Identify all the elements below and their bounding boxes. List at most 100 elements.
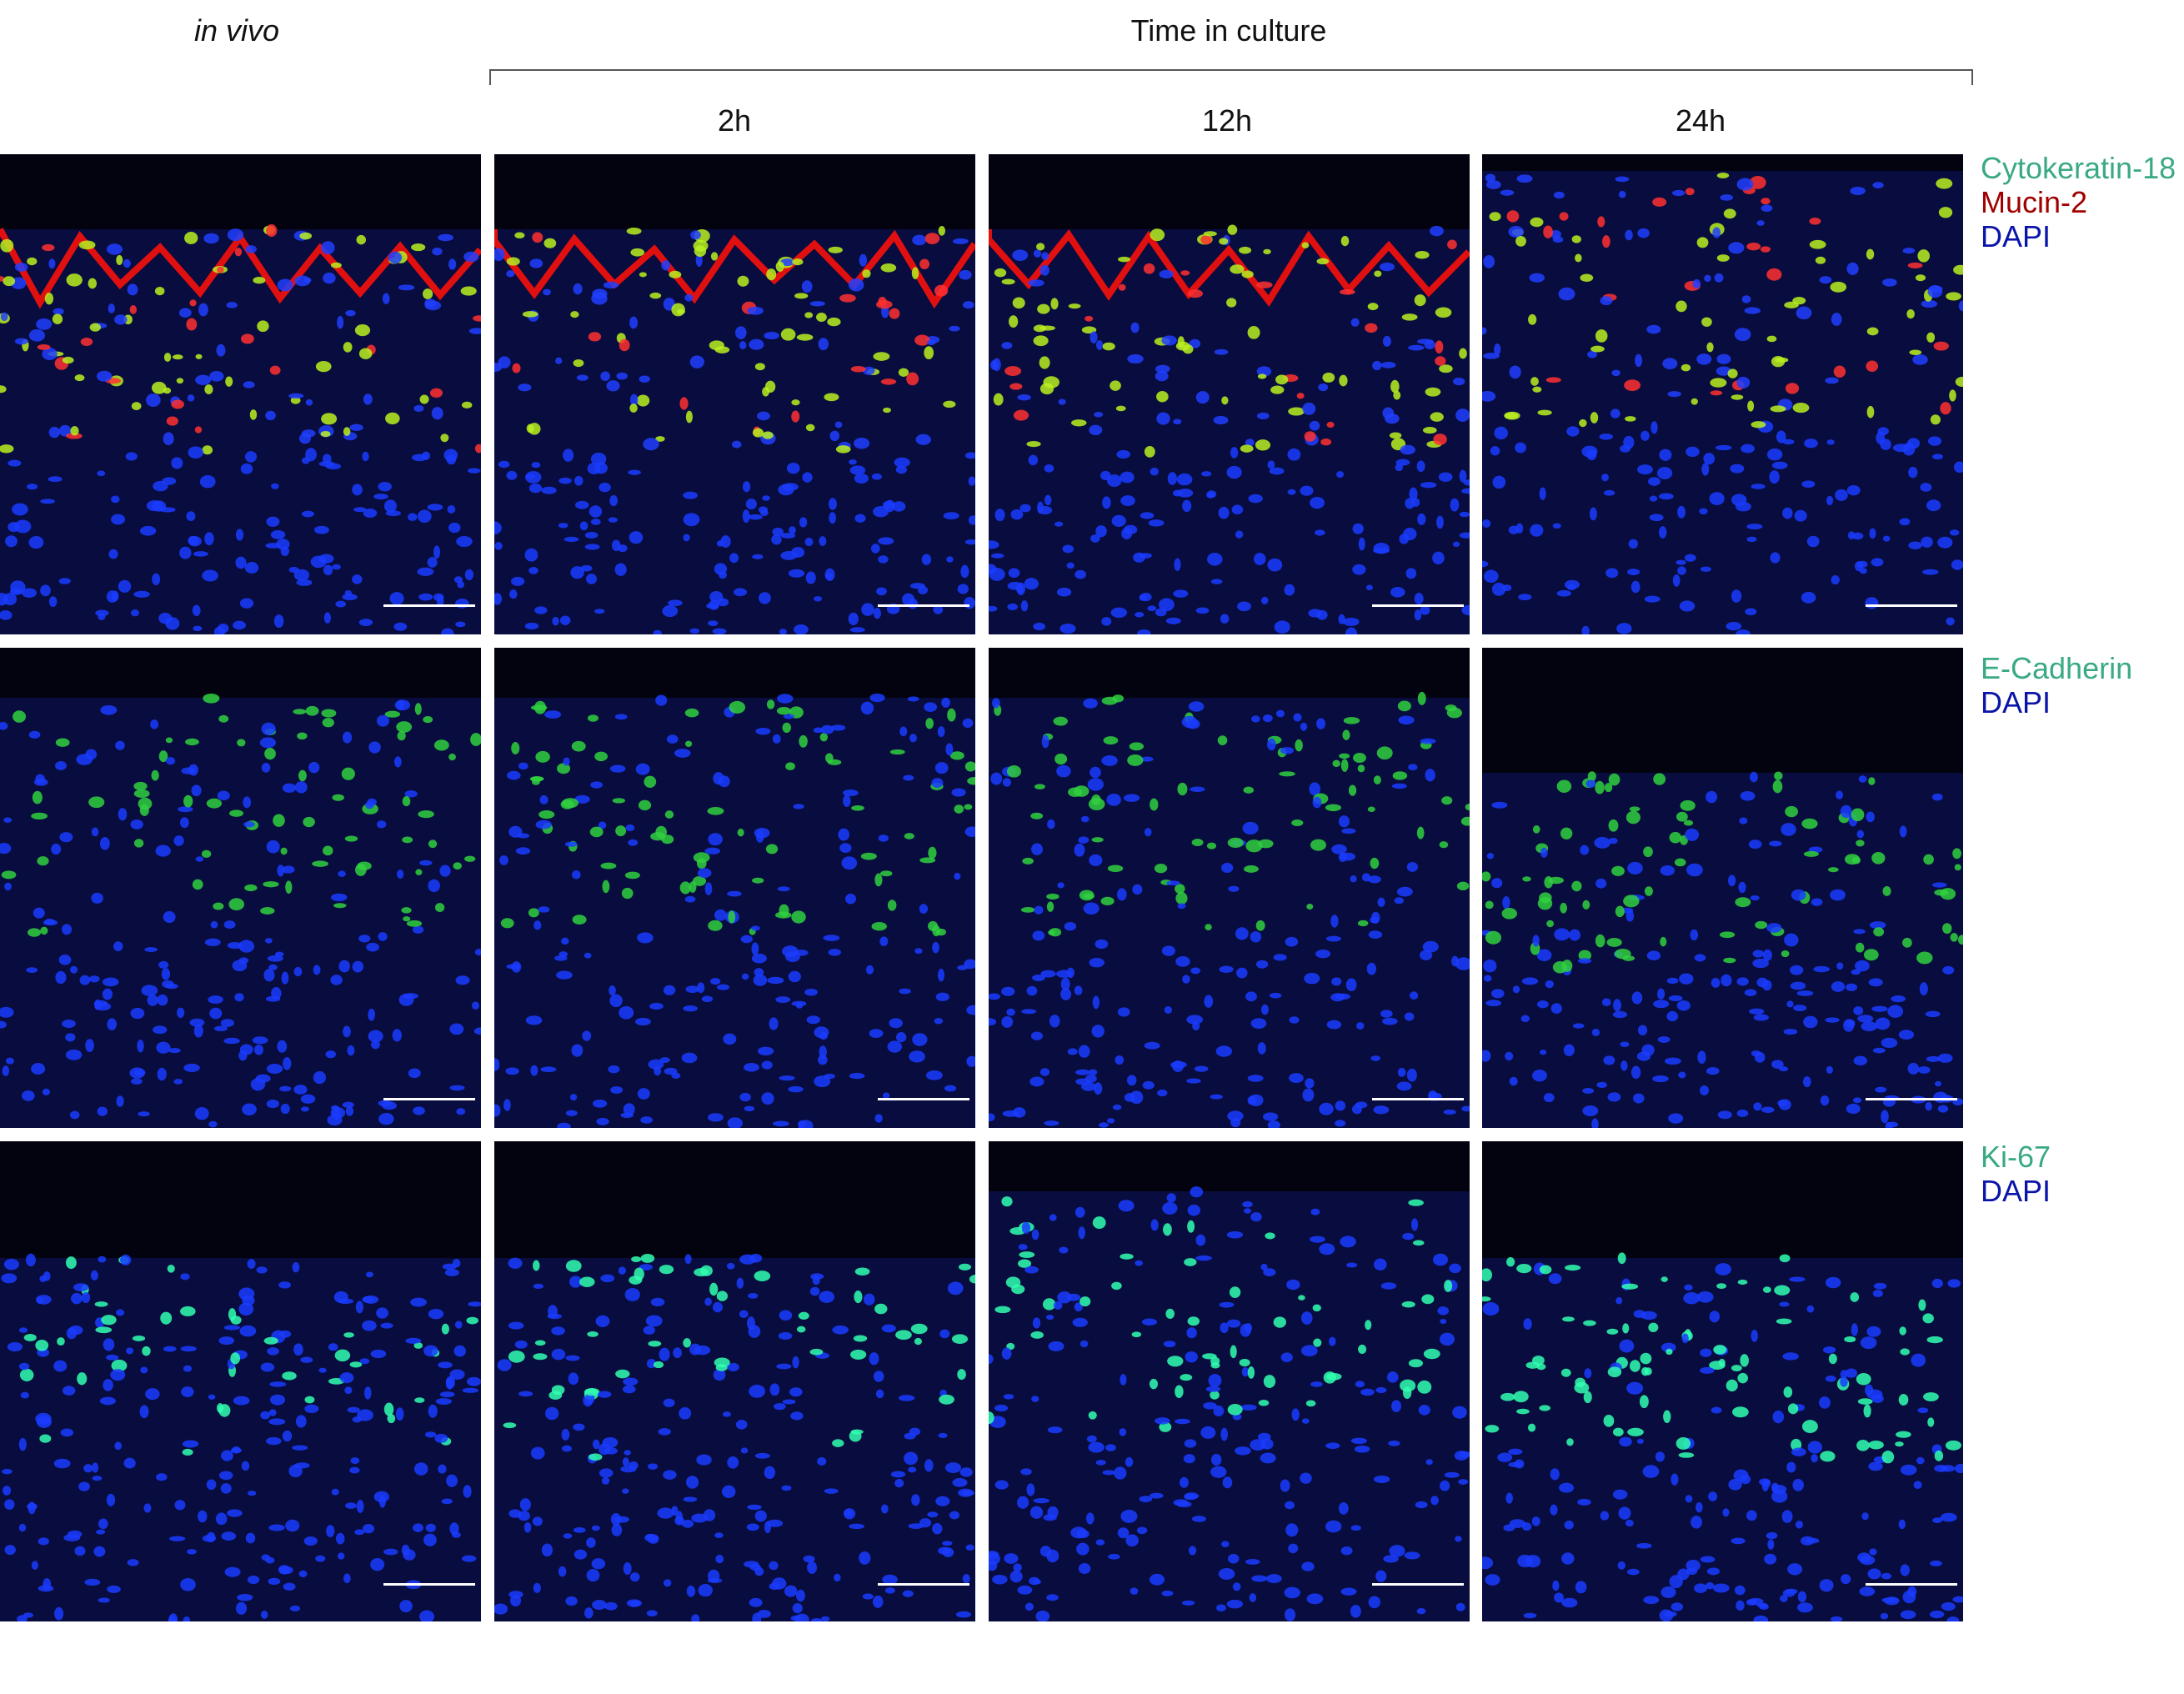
cell (801, 280, 813, 293)
cell (1190, 967, 1201, 975)
cell (1022, 857, 1034, 865)
cell (1482, 519, 1491, 529)
cell (1397, 700, 1411, 712)
cell (179, 817, 189, 829)
cell (1490, 989, 1505, 999)
cell (1156, 391, 1169, 403)
cell (989, 1113, 995, 1122)
cell (528, 567, 538, 574)
cell (1753, 1014, 1769, 1021)
cell (829, 430, 840, 442)
scale-bar (383, 604, 475, 607)
cell (158, 960, 169, 969)
cell (1, 870, 17, 880)
cell (1871, 1005, 1888, 1012)
cell (1388, 1440, 1400, 1446)
cell (990, 772, 1003, 785)
cell (332, 564, 341, 570)
cell (757, 1610, 772, 1618)
cell (67, 1530, 83, 1538)
cell (217, 790, 230, 801)
cell (1681, 1333, 1689, 1344)
cell (1660, 936, 1667, 947)
cell (751, 942, 759, 955)
cell (1881, 1037, 1898, 1049)
cell (1686, 863, 1703, 877)
cell (303, 816, 315, 828)
cell (1172, 1060, 1184, 1073)
cell (1736, 1109, 1749, 1117)
cell (1074, 785, 1089, 797)
cell (854, 473, 869, 484)
cell (1016, 582, 1026, 596)
cell (1136, 1526, 1148, 1535)
cell (277, 278, 293, 292)
cell (358, 348, 373, 360)
cell (18, 1523, 27, 1532)
cell (260, 1411, 271, 1420)
cell (0, 610, 13, 620)
cell (959, 1467, 973, 1477)
cell (1565, 1265, 1581, 1271)
cell (370, 1558, 385, 1571)
cell (223, 1037, 240, 1045)
cell (674, 1516, 684, 1526)
cell (413, 404, 424, 413)
cell (621, 1488, 629, 1494)
cell (880, 378, 897, 385)
cell (419, 394, 429, 404)
cell (681, 1519, 694, 1528)
cell (844, 893, 857, 905)
cell (1937, 1105, 1949, 1113)
cell (92, 1476, 103, 1481)
cell (1250, 1212, 1262, 1222)
cell (362, 1524, 375, 1534)
cell (1214, 348, 1229, 355)
cell (703, 1509, 716, 1521)
cell (1678, 1452, 1695, 1458)
cell (98, 1597, 110, 1603)
cell (1081, 1082, 1097, 1091)
cell (1615, 176, 1630, 183)
cell (1616, 623, 1632, 634)
cell (1769, 840, 1782, 847)
cell (1166, 880, 1180, 886)
cell (648, 1059, 664, 1070)
cell (1402, 1386, 1412, 1400)
cell (1315, 949, 1331, 959)
cell (1390, 379, 1400, 393)
cell (943, 400, 956, 408)
cell (945, 743, 954, 756)
cell (18, 1362, 30, 1371)
cell (1245, 991, 1257, 1002)
cell (1280, 747, 1295, 754)
cell (1086, 1435, 1097, 1443)
cell (1655, 1451, 1666, 1462)
cell (883, 407, 891, 413)
cell (1240, 444, 1254, 453)
cell (1641, 430, 1650, 441)
time-bracket (489, 69, 1973, 85)
cell (531, 778, 540, 785)
cell (1589, 507, 1597, 521)
cell (1546, 920, 1554, 928)
cell (1328, 1336, 1336, 1346)
cell (1154, 863, 1168, 874)
cell (1784, 933, 1799, 947)
cell (1485, 1574, 1500, 1586)
cell (1856, 839, 1865, 847)
cell (524, 471, 542, 484)
cell (1368, 1596, 1380, 1609)
cell (373, 494, 388, 500)
cell (1631, 991, 1643, 1005)
cell (1746, 243, 1761, 251)
cell (1316, 258, 1330, 265)
cell (1301, 1311, 1313, 1326)
cell (1249, 1593, 1257, 1602)
cell (524, 622, 539, 630)
cell (915, 434, 931, 445)
cell (704, 1297, 712, 1306)
cell (468, 1301, 481, 1307)
cell (828, 949, 841, 956)
cell (1456, 881, 1470, 891)
